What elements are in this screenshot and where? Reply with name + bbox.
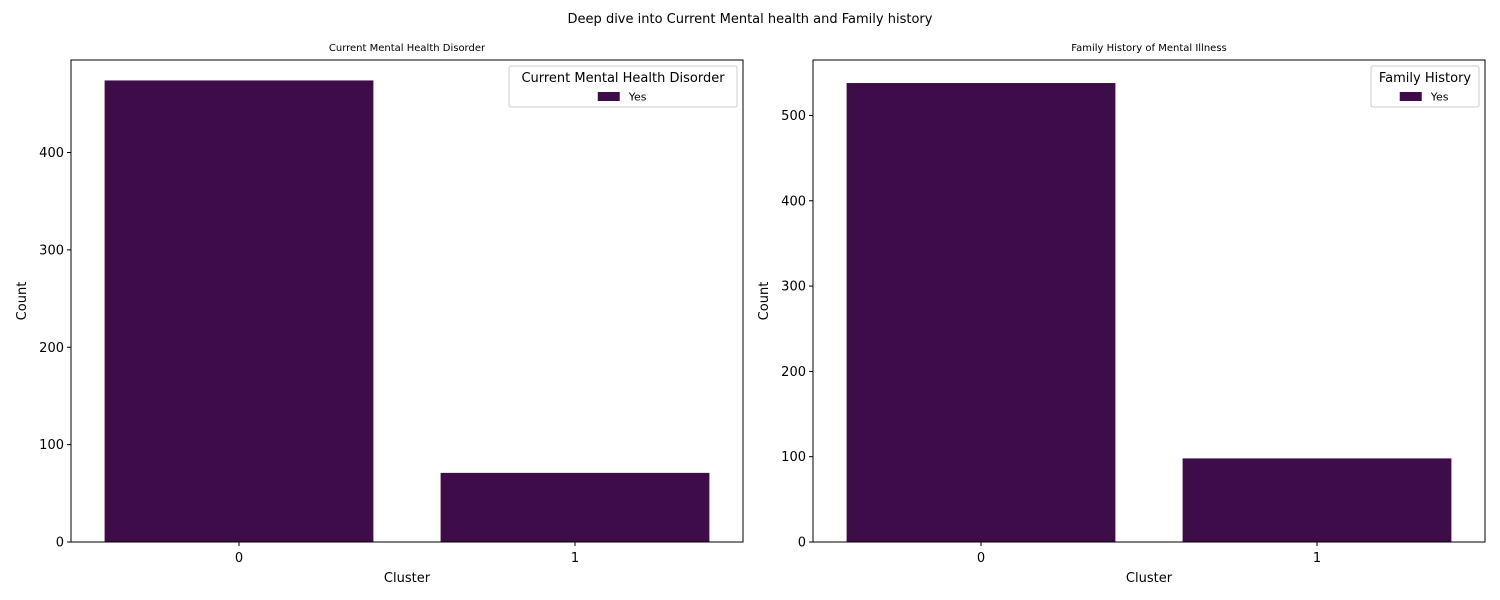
- y-tick-label: 500: [781, 109, 806, 124]
- y-axis-label: Count: [15, 282, 30, 321]
- y-tick-label: 200: [781, 365, 806, 380]
- legend-title: Current Mental Health Disorder: [521, 71, 725, 86]
- legend-box: [1370, 65, 1480, 108]
- x-axis-label: Cluster: [1126, 571, 1173, 586]
- bar-yes-cluster-1: [1182, 458, 1452, 542]
- legend-box: [508, 65, 738, 108]
- figure-suptitle: Deep dive into Current Mental health and…: [568, 12, 933, 27]
- y-tick-label: 0: [56, 536, 64, 551]
- chart-current-mental-health-disorder: Current Mental Health Disorder 0 100 200 300…: [15, 43, 744, 586]
- y-tick-label: 400: [781, 194, 806, 209]
- y-tick-label: 300: [781, 280, 806, 295]
- legend: Family History Yes: [1370, 65, 1480, 108]
- legend: Current Mental Health Disorder Yes: [508, 65, 738, 108]
- x-tick-label: 1: [1313, 551, 1321, 566]
- legend-title: Family History: [1379, 71, 1472, 86]
- y-tick-label: 400: [39, 146, 64, 161]
- y-tick-label: 0: [798, 536, 806, 551]
- chart-family-history-of-mental-illness: Family History of Mental Illness 0 100 200 3…: [757, 43, 1486, 586]
- y-tick-label: 200: [39, 341, 64, 356]
- y-tick-label: 100: [781, 450, 806, 465]
- legend-swatch-yes: [597, 92, 620, 101]
- bar-yes-cluster-1: [440, 472, 710, 542]
- legend-swatch-yes: [1399, 92, 1422, 101]
- chart-title: Current Mental Health Disorder: [329, 43, 486, 54]
- x-tick-label: 0: [977, 551, 985, 566]
- legend-entry-yes: Yes: [1430, 91, 1449, 104]
- y-tick-label: 300: [39, 243, 64, 258]
- plot-frame: [812, 59, 1486, 543]
- plot-frame: [70, 59, 744, 543]
- legend-entry-yes: Yes: [628, 91, 647, 104]
- y-tick-label: 100: [39, 438, 64, 453]
- x-tick-label: 1: [571, 551, 579, 566]
- y-axis-label: Count: [757, 282, 772, 321]
- bar-yes-cluster-0: [846, 83, 1116, 542]
- chart-title: Family History of Mental Illness: [1071, 43, 1226, 54]
- x-axis-label: Cluster: [384, 571, 431, 586]
- x-tick-label: 0: [235, 551, 243, 566]
- bar-yes-cluster-0: [104, 80, 374, 542]
